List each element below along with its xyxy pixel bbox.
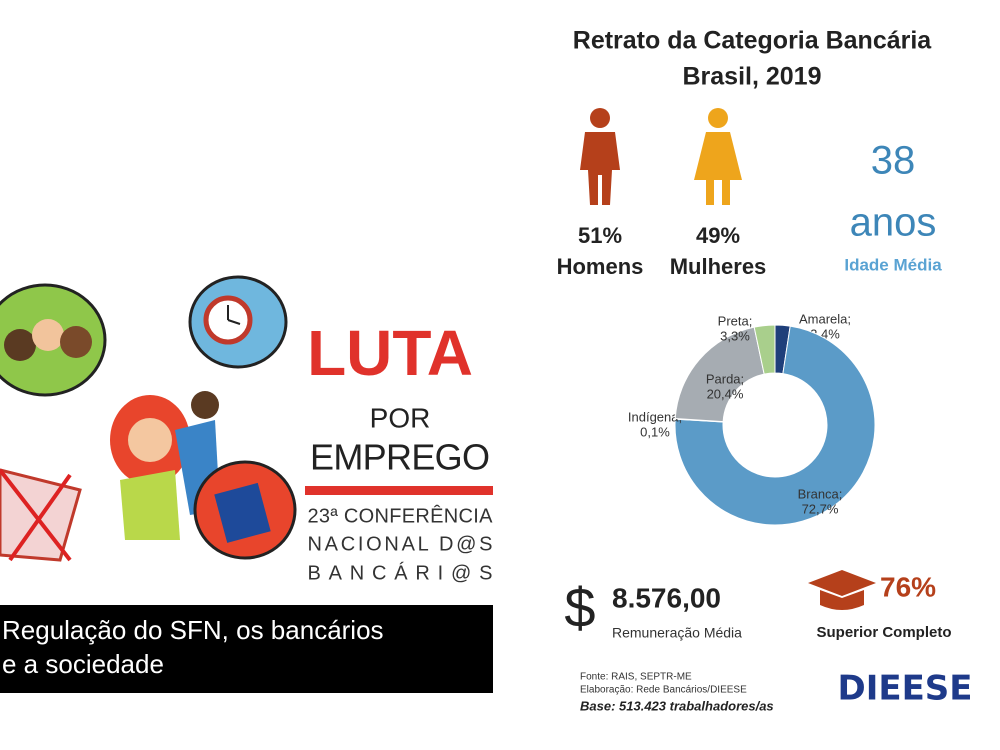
higher-pct: 76% [880,571,936,602]
poster-text: 23ª CONFERÊNCIA [308,504,494,527]
slice-value: 20,4% [707,386,744,401]
info-title: Retrato da Categoria Bancária [573,27,933,55]
dieese-logo: DIEESE [837,669,972,709]
source: Fonte: RAIS, SEPTR-ME [580,672,692,683]
poster-text: NACIONAL D@S [308,533,493,555]
poster-text: BANCÁRI@S [308,561,493,584]
slice-value: 0,1% [640,424,670,439]
men-label: Homens [557,254,644,279]
poster-rule [305,486,493,495]
donut-slice [674,325,876,526]
women-pct: 49% [696,223,740,248]
age-value: 38 [871,139,916,183]
age-unit: anos [850,201,937,245]
poster-text: POR [370,402,431,433]
slice-label: Preta; [718,313,753,328]
banner [0,605,493,693]
man-icon [580,108,620,205]
slice-label: Amarela; [799,311,851,326]
source: Elaboração: Rede Bancários/DIEESE [580,685,747,696]
higher-label: Superior Completo [816,624,951,641]
banner-text: Regulação do SFN, os bancários [2,615,384,645]
age-label: Idade Média [844,255,942,274]
women-label: Mulheres [670,254,767,279]
men-pct: 51% [578,223,622,248]
slice-value: 3,3% [720,328,750,343]
slice-label: Branca; [798,486,843,501]
currency-icon: $ [564,576,595,639]
slice-value: 72,7% [802,501,839,516]
donut-chart: Amarela;2,4%Branca;72,7%Indígena;0,1%Par… [628,311,876,526]
poster-text: EMPREGO [310,437,490,478]
base: Base: 513.423 trabalhadores/as [580,698,774,713]
woman-icon [694,108,742,205]
slice-label: Indígena; [628,409,682,424]
salary-value: 8.576,00 [612,582,721,613]
info-subtitle: Brasil, 2019 [683,63,822,91]
illustrations [0,275,297,562]
salary-label: Remuneração Média [612,625,742,641]
banner-text: e a sociedade [2,649,164,679]
graduation-icon [808,570,876,610]
slice-label: Parda; [706,371,744,386]
poster-title: LUTA [307,317,473,389]
donut-slice [753,324,776,375]
